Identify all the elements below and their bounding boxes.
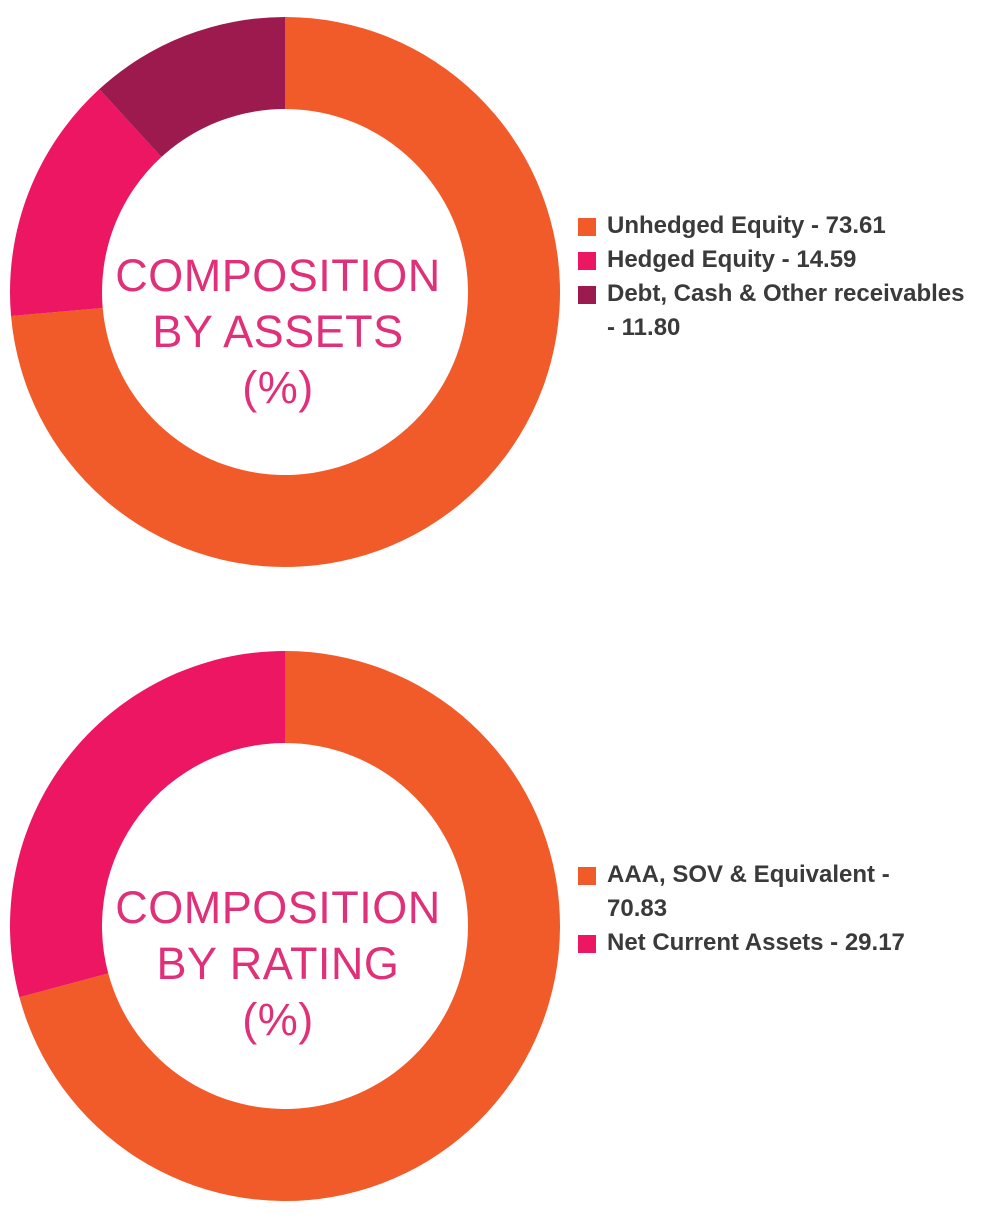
legend-label: AAA, SOV & Equivalent - xyxy=(607,861,890,888)
legend-label: - 11.80 xyxy=(607,314,681,341)
assets-donut xyxy=(9,16,560,567)
legend-label: Net Current Assets - 29.17 xyxy=(607,929,905,956)
legend-label: Unhedged Equity - 73.61 xyxy=(607,212,886,239)
legend-item-net-current-assets: Net Current Assets - 29.17 xyxy=(578,926,998,960)
center-label-line: BY RATING xyxy=(156,938,400,989)
legend-item-unhedged-equity: Unhedged Equity - 73.61 xyxy=(578,209,998,243)
center-label-line: BY ASSETS xyxy=(152,306,404,357)
legend-item-hedged-equity: Hedged Equity - 14.59 xyxy=(578,243,998,277)
center-label-line: COMPOSITION xyxy=(115,250,441,301)
legend-swatch xyxy=(578,252,596,270)
donut-slice-hedged-equity xyxy=(9,89,162,316)
composition-by-rating-chart: COMPOSITION BY RATING (%) AAA, SOV & Equ… xyxy=(0,630,1003,1220)
center-label-line: (%) xyxy=(242,362,314,413)
donut-slice-debt-cash-other-receivables xyxy=(99,16,285,158)
legend-label: Hedged Equity - 14.59 xyxy=(607,246,857,273)
legend-swatch xyxy=(578,935,596,953)
assets-legend: Unhedged Equity - 73.61 Hedged Equity - 1… xyxy=(578,209,998,345)
assets-center-label: COMPOSITION BY ASSETS (%) xyxy=(108,248,448,416)
donut-slice-unhedged-equity xyxy=(11,17,560,567)
rating-donut xyxy=(9,651,560,1201)
legend-item-debt-cash-other-receivables: Debt, Cash & Other receivables - 11.80 xyxy=(578,277,998,345)
rating-legend: AAA, SOV & Equivalent - 70.83 Net Current … xyxy=(578,858,998,960)
legend-item-aaa-sov-equivalent: AAA, SOV & Equivalent - 70.83 xyxy=(578,858,998,926)
legend-label: 70.83 xyxy=(607,895,668,922)
composition-by-assets-chart: COMPOSITION BY ASSETS (%) Unhedged Equit… xyxy=(0,0,1003,600)
donut-slice-aaa-sov-equivalent xyxy=(19,651,560,1201)
donut-slice-net-current-assets xyxy=(9,651,285,998)
legend-label: Debt, Cash & Other receivables xyxy=(607,280,965,307)
center-label-line: COMPOSITION xyxy=(115,882,441,933)
center-label-line: (%) xyxy=(242,994,314,1045)
legend-swatch xyxy=(578,286,596,304)
rating-center-label: COMPOSITION BY RATING (%) xyxy=(108,880,448,1048)
legend-swatch xyxy=(578,867,596,885)
legend-swatch xyxy=(578,218,596,236)
